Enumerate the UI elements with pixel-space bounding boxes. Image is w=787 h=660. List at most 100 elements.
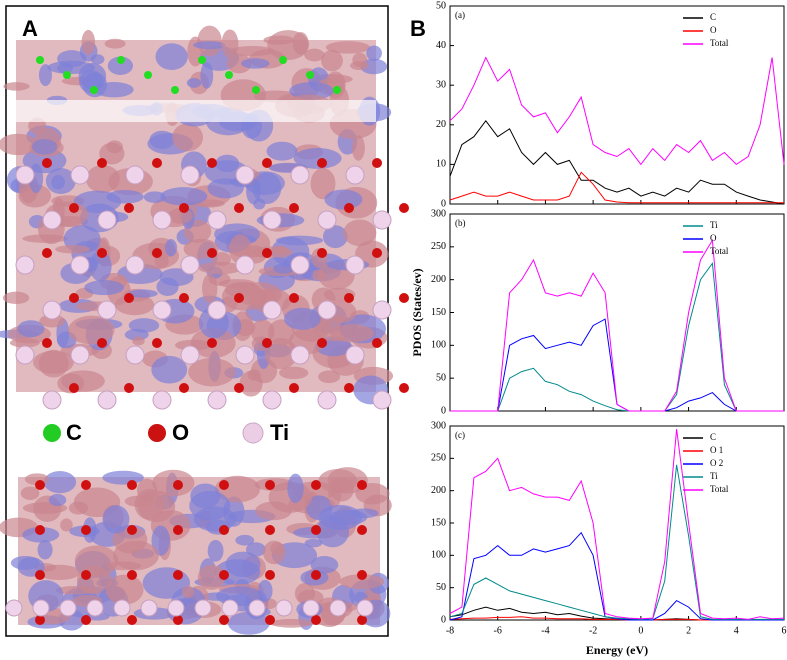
isosurface <box>321 49 343 72</box>
legend-label: Total <box>710 38 729 48</box>
panel-annotation: (b) <box>455 218 466 228</box>
isosurface <box>207 539 224 562</box>
legend-swatch-c <box>43 424 61 442</box>
isosurface <box>81 29 96 55</box>
atom-o <box>207 338 217 348</box>
y-tick-label: 40 <box>436 40 446 51</box>
isosurface <box>252 172 282 205</box>
atom-ti <box>180 165 200 185</box>
isosurface <box>275 235 324 246</box>
atom-ti <box>180 345 200 365</box>
legend-label: Ti <box>710 471 718 481</box>
isosurface <box>10 555 40 570</box>
y-tick-label: 50 <box>436 372 446 383</box>
atom-o <box>152 248 162 258</box>
isosurface <box>132 336 145 346</box>
isosurface <box>38 349 69 378</box>
atom-c <box>117 56 125 64</box>
isosurface <box>143 191 166 203</box>
atom-c <box>171 86 179 94</box>
series-line <box>449 531 784 621</box>
legend-label: O <box>710 233 717 243</box>
isosurface <box>279 366 309 380</box>
isosurface <box>264 338 298 370</box>
atom-o <box>289 293 299 303</box>
atom-o <box>173 570 183 580</box>
atom-ti <box>15 345 35 365</box>
isosurface <box>287 473 304 504</box>
atom-o <box>207 158 217 168</box>
atom-o <box>262 158 272 168</box>
isosurface <box>188 357 236 387</box>
isosurface <box>48 493 67 507</box>
atom-o <box>399 293 409 303</box>
atom-o <box>152 158 162 168</box>
legend-label: O <box>710 25 717 35</box>
isosurface <box>106 190 144 204</box>
y-tick-label: 250 <box>431 453 446 464</box>
atom-ti <box>345 345 365 365</box>
isosurface <box>45 167 76 195</box>
y-tick-label: 0 <box>441 198 446 209</box>
atom-o <box>127 570 137 580</box>
y-tick-label: 100 <box>431 550 446 561</box>
isosurface <box>330 324 374 343</box>
isosurface <box>172 123 204 152</box>
plot-frame <box>449 213 785 412</box>
isosurface <box>85 164 120 194</box>
atom-ti <box>42 390 62 410</box>
isosurface <box>107 56 134 75</box>
atom-ti <box>5 599 23 617</box>
atom-ti <box>317 390 337 410</box>
atom-o <box>42 158 52 168</box>
y-tick-label: 50 <box>436 582 446 593</box>
isosurface <box>128 289 158 298</box>
atom-ti <box>70 345 90 365</box>
atom-c <box>279 56 287 64</box>
isosurface <box>312 269 325 281</box>
isosurface <box>37 540 53 560</box>
atom-o <box>311 615 321 625</box>
isosurface <box>164 239 178 257</box>
atom-ti <box>262 390 282 410</box>
atom-o <box>179 293 189 303</box>
atom-o <box>219 570 229 580</box>
isosurface <box>104 38 126 49</box>
isosurface <box>283 307 321 330</box>
legend-label: Total <box>710 484 729 494</box>
atom-o <box>219 480 229 490</box>
isosurface <box>197 564 226 590</box>
y-tick-label: 200 <box>431 274 446 285</box>
x-tick-label: -8 <box>446 625 454 636</box>
y-tick-label: 200 <box>431 485 446 496</box>
isosurface <box>57 50 87 68</box>
atom-c <box>36 56 44 64</box>
isosurface <box>60 518 73 532</box>
y-tick-label: 20 <box>436 119 446 130</box>
isosurface <box>9 338 40 348</box>
atom-o <box>219 615 229 625</box>
y-tick-label: 300 <box>431 208 446 219</box>
atom-o <box>234 203 244 213</box>
legend-label: C <box>710 12 716 22</box>
plot-frame <box>449 425 785 621</box>
atom-o <box>173 480 183 490</box>
atom-o <box>311 525 321 535</box>
isosurface <box>250 319 275 344</box>
series-line <box>450 261 784 412</box>
atom-o <box>262 338 272 348</box>
isosurface <box>263 35 295 45</box>
isosurface <box>225 551 261 578</box>
atom-c <box>333 86 341 94</box>
atom-ti <box>248 599 266 617</box>
isosurface <box>268 319 295 346</box>
isosurface <box>294 582 315 605</box>
atom-ti <box>15 165 35 185</box>
atom-o <box>207 248 217 258</box>
atom-ti <box>372 390 392 410</box>
isosurface <box>304 48 325 62</box>
atom-o <box>42 248 52 258</box>
isosurface <box>84 280 125 296</box>
isosurface <box>266 141 298 161</box>
atom-ti <box>152 210 172 230</box>
